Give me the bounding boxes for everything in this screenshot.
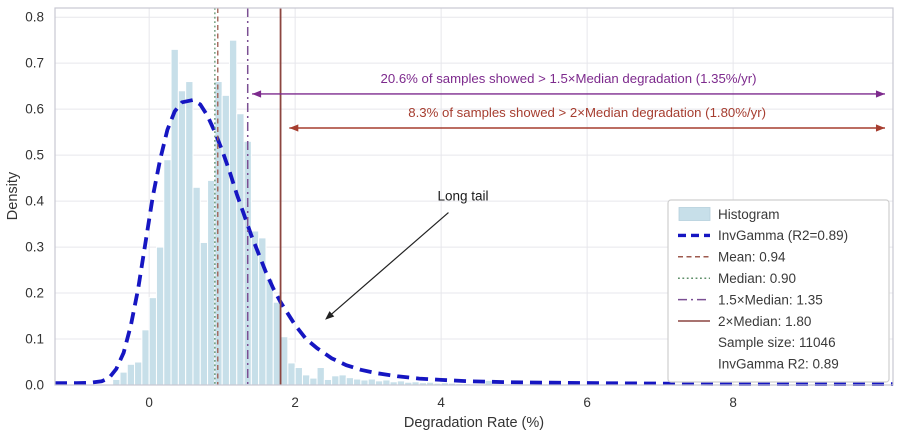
legend-item-2-median-1-80: 2×Median: 1.80: [718, 314, 811, 329]
histogram-bar: [163, 159, 172, 386]
histogram-bar: [323, 378, 333, 386]
x-tick-label: 4: [437, 395, 445, 410]
y-tick-label: 0.8: [25, 10, 44, 25]
legend-item-1-5-median-1-35: 1.5×Median: 1.35: [718, 292, 823, 307]
histogram-bar: [316, 367, 325, 386]
histogram-bar: [280, 336, 289, 386]
histogram-bar: [265, 278, 274, 386]
annotation-gt-2x-median-left-arrowhead: [289, 124, 299, 132]
histogram-bar: [374, 380, 384, 386]
histogram-bar: [309, 377, 318, 386]
histogram-bar: [214, 81, 223, 386]
y-tick-label: 0.4: [25, 194, 44, 209]
y-tick-label: 0.1: [25, 332, 44, 347]
histogram-bar: [126, 363, 136, 386]
histogram-bar: [199, 241, 209, 386]
histogram-bar: [177, 90, 187, 386]
legend-item-invgamma-r2-0-89: InvGamma (R2=0.89): [718, 228, 848, 243]
annotation-gt-2x-median-right-arrowhead: [875, 124, 885, 132]
legend-marker-histogram: [678, 207, 711, 221]
legend-item-histogram: Histogram: [718, 207, 780, 222]
legend-box: [667, 199, 890, 383]
y-tick-label: 0.6: [25, 102, 44, 117]
y-tick-label: 0.0: [25, 378, 44, 393]
y-axis-label: Density: [5, 171, 21, 221]
x-tick-label: 2: [291, 395, 299, 410]
histogram-bar: [185, 81, 194, 386]
histogram-bar: [484, 379, 493, 386]
histogram-bar: [287, 362, 296, 386]
histogram-bar: [148, 297, 157, 386]
y-tick-label: 0.3: [25, 240, 44, 255]
invgamma-curve: [55, 97, 893, 386]
annotation-gt-1-5x-median-left-arrowhead: [252, 90, 262, 98]
histogram-bar: [338, 374, 347, 386]
histogram-bar: [170, 48, 179, 386]
y-tick-label: 0.7: [25, 56, 44, 71]
histogram-bar: [236, 113, 245, 386]
histogram-bar: [353, 378, 362, 386]
legend-item-sample-size-11046: Sample size: 11046: [718, 335, 836, 350]
histogram-bar: [360, 379, 369, 386]
histogram-bar: [258, 237, 267, 386]
plot-frame: [54, 7, 894, 386]
histogram-bar: [207, 179, 216, 386]
y-tick-label: 0.5: [25, 148, 44, 163]
histogram-bar: [112, 378, 121, 386]
x-tick-label: 8: [729, 395, 737, 410]
histogram-bar: [294, 367, 303, 386]
histogram-bar: [141, 329, 150, 386]
legend-item-invgamma-r2-0-89: InvGamma R2: 0.89: [718, 357, 839, 372]
histogram-bar: [345, 377, 355, 386]
histogram-bar: [331, 375, 340, 386]
histogram-bar: [192, 186, 201, 386]
long-tail-arrowhead: [325, 311, 335, 320]
x-axis-label: Degradation Rate (%): [403, 415, 545, 431]
histogram-bar: [396, 380, 406, 386]
x-tick-label: 6: [583, 395, 591, 410]
histogram-bar: [367, 378, 376, 386]
histogram-bar: [382, 379, 391, 386]
long-tail-label: Long tail: [438, 189, 489, 204]
histogram-bar: [272, 301, 282, 386]
x-tick-label: 0: [145, 395, 153, 410]
legend-item-median-0-90: Median: 0.90: [718, 271, 796, 286]
histogram-bar: [134, 361, 143, 386]
histogram-bar: [301, 374, 311, 386]
y-tick-label: 0.2: [25, 286, 44, 301]
legend-item-mean-0-94: Mean: 0.94: [718, 250, 786, 265]
long-tail-arrow: [329, 212, 449, 317]
annotation-gt-1-5x-median-right-arrowhead: [875, 90, 885, 98]
histogram-bar: [119, 371, 128, 386]
annotation-text-gt-2x-median: 8.3% of samples showed > 2×Median degrad…: [408, 105, 766, 120]
histogram-bar: [221, 94, 230, 386]
annotation-text-gt-1-5x-median: 20.6% of samples showed > 1.5×Median deg…: [380, 71, 756, 86]
histogram-bar: [228, 39, 238, 386]
histogram-bar: [155, 246, 165, 386]
